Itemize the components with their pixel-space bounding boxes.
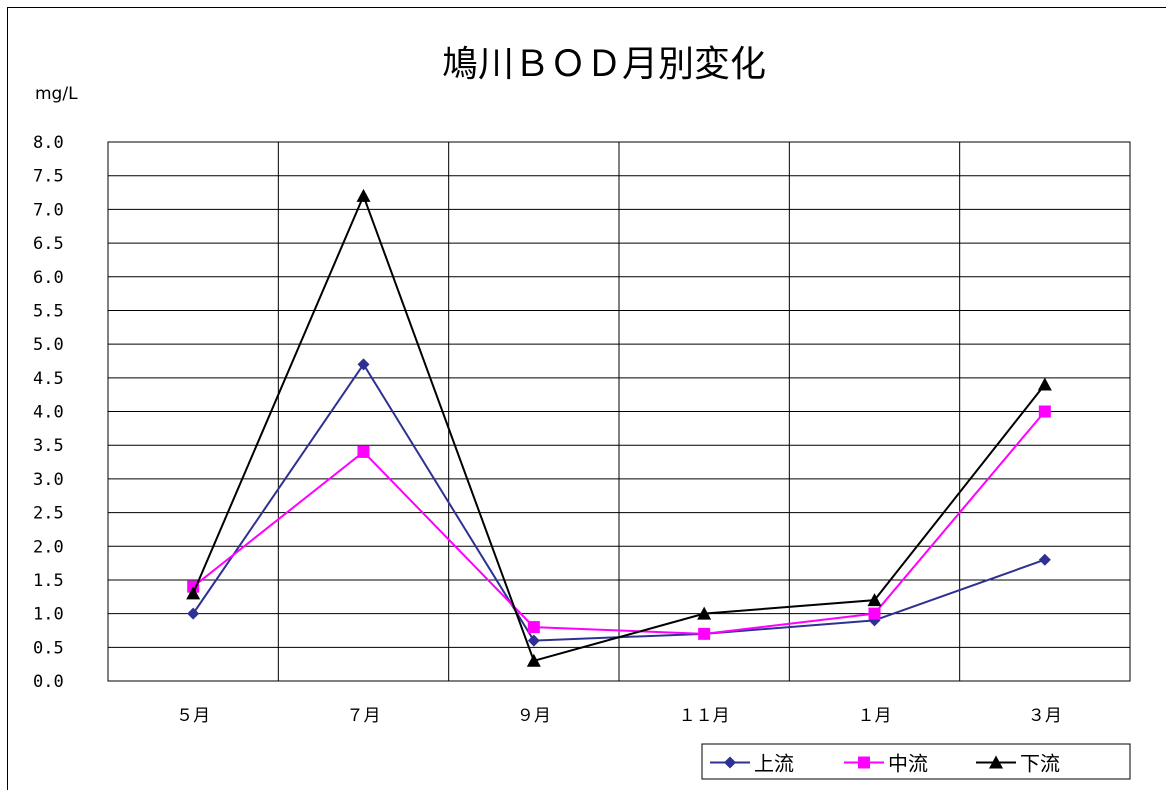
legend-marker — [858, 756, 870, 769]
y-axis-ticks: 0.0 0.5 1.0 1.5 2.0 2.5 3.0 3.5 4.0 4.5 5.0 5.5 6.0 6… — [33, 133, 64, 692]
data-point — [186, 586, 201, 600]
data-point — [698, 627, 711, 640]
x-tick-label: ７月 — [347, 706, 381, 726]
legend-marker — [724, 756, 736, 769]
x-axis-ticks: ５月 ７月 ９月 １１月 １月 ３月 — [176, 706, 1062, 726]
data-point — [1038, 405, 1051, 418]
data-point — [1038, 553, 1051, 566]
y-tick-label: 3.5 — [33, 436, 64, 456]
data-point — [868, 607, 881, 620]
x-tick-label: ５月 — [176, 706, 210, 726]
y-tick-label: 1.0 — [33, 605, 64, 625]
y-tick-label: 4.0 — [33, 403, 64, 423]
y-tick-label: 4.5 — [33, 369, 64, 389]
data-point — [357, 358, 370, 371]
y-tick-label: 7.0 — [33, 200, 64, 220]
data-point — [527, 634, 540, 647]
series-triangle — [186, 188, 1052, 667]
legend-label: 上流 — [754, 752, 794, 776]
y-tick-label: 2.5 — [33, 504, 64, 524]
x-tick-label: １月 — [858, 706, 892, 726]
x-tick-label: ９月 — [517, 706, 551, 726]
gridlines — [107, 141, 1131, 682]
legend-box — [701, 743, 1131, 780]
data-point — [527, 621, 540, 634]
y-tick-label: 8.0 — [33, 133, 64, 153]
x-tick-label: ３月 — [1028, 706, 1062, 726]
legend-label: 下流 — [1020, 752, 1060, 776]
series-lines — [186, 188, 1052, 667]
data-point — [526, 653, 541, 667]
plot-area — [107, 141, 1131, 682]
data-point — [1037, 377, 1052, 391]
y-tick-label: 5.0 — [33, 335, 64, 355]
series-square — [187, 405, 1051, 640]
y-tick-label: 3.0 — [33, 470, 64, 490]
legend: 上流 中流 下流 — [701, 743, 1131, 780]
y-tick-label: 7.5 — [33, 167, 64, 187]
chart-title: 鳩川ＢＯＤ月別変化 — [442, 44, 766, 85]
y-tick-label: 6.5 — [33, 234, 64, 254]
series-line — [192, 193, 1046, 662]
chart-frame — [7, 7, 1166, 790]
legend-label: 中流 — [888, 752, 928, 776]
legend-marker — [989, 755, 1003, 769]
data-point — [357, 445, 370, 458]
data-point — [697, 606, 712, 620]
y-tick-label: 0.5 — [33, 638, 64, 658]
data-point — [187, 607, 200, 620]
plot-border — [107, 141, 1131, 682]
y-tick-label: 6.0 — [33, 268, 64, 288]
x-tick-label: １１月 — [679, 706, 730, 726]
y-tick-label: 0.0 — [33, 672, 64, 692]
y-tick-label: 2.0 — [33, 537, 64, 557]
y-tick-label: 1.5 — [33, 571, 64, 591]
data-point — [867, 593, 882, 607]
data-point — [356, 188, 371, 202]
y-tick-label: 5.5 — [33, 301, 64, 321]
series-line — [192, 410, 1046, 635]
y-axis-unit-label: mg/L — [35, 84, 78, 104]
